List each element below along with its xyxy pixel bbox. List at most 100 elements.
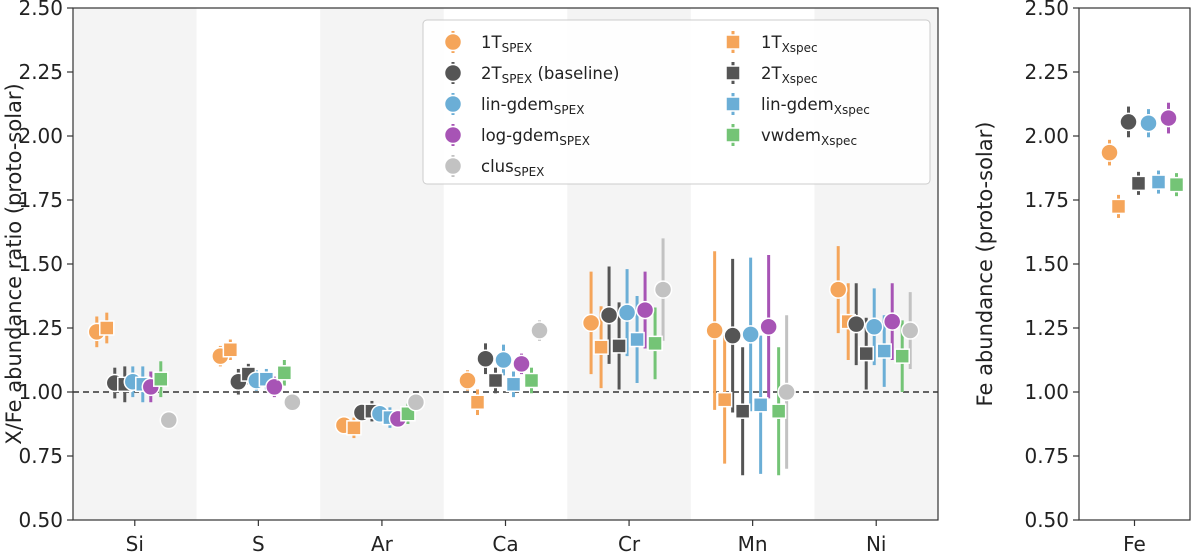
legend-label-subscript: Xspec [834, 103, 870, 117]
legend-marker [725, 34, 741, 50]
data-point [864, 317, 884, 336]
data-point [647, 335, 663, 352]
y-tick-label: 1.25 [1024, 316, 1069, 340]
y-tick-label: 1.25 [18, 316, 63, 340]
legend-label: clusSPEX [481, 157, 544, 179]
legend-label-name: 2T [761, 64, 782, 83]
data-point [777, 382, 796, 402]
data-point [894, 348, 910, 364]
x-tick-label: Ca [492, 532, 518, 553]
legend-label: vwdemXspec [761, 126, 857, 148]
x-tick-label: Ar [371, 532, 394, 553]
y-axis-label: X/Fe abundance ratio (proto-solar) [2, 83, 26, 444]
legend-marker [443, 94, 463, 114]
y-tick-label: 0.75 [18, 444, 63, 468]
legend-label-name: lin-gdem [481, 95, 554, 114]
data-point [734, 403, 751, 419]
data-point [716, 391, 733, 408]
data-point [858, 345, 874, 362]
data-point [1110, 198, 1127, 215]
data-point [222, 342, 239, 358]
data-point [723, 326, 742, 345]
data-point [876, 343, 892, 359]
y-tick-label: 0.50 [18, 508, 63, 532]
x-tick-label: Fe [1123, 532, 1146, 553]
legend-label-subscript: SPEX [554, 103, 585, 117]
legend-label: 1TXspec [761, 33, 818, 55]
shade-band-si [73, 8, 197, 520]
x-tick-label: Ni [866, 532, 887, 553]
legend-label-suffix: (baseline) [532, 64, 619, 83]
legend-label: lin-gdemSPEX [481, 95, 584, 117]
legend-label-name: 1T [481, 33, 502, 52]
legend-label-subscript: Xspec [782, 72, 818, 86]
data-point [705, 321, 724, 340]
legend-frame [422, 19, 931, 185]
legend-label-name: 2T [481, 64, 502, 83]
legend-label: 2TXspec [761, 64, 818, 86]
y-tick-label: 1.00 [1024, 380, 1069, 404]
x-tick-label: Si [126, 532, 144, 553]
x-tick-label: Mn [738, 532, 768, 553]
legend-marker [725, 65, 741, 81]
data-point [99, 320, 115, 336]
legend-label-subscript: SPEX [502, 41, 533, 55]
legend-label-subscript: Xspec [821, 134, 857, 148]
data-point [846, 314, 866, 334]
data-point [635, 300, 655, 320]
data-point [741, 325, 760, 344]
data-point [759, 317, 778, 336]
y-tick-label: 1.50 [18, 252, 63, 276]
y-tick-label: 2.25 [1024, 60, 1069, 84]
data-point [581, 313, 601, 333]
legend-label: lin-gdemXspec [761, 95, 870, 117]
x-tick-label: S [252, 532, 265, 553]
y-tick-label: 0.50 [1024, 508, 1069, 532]
data-point [1150, 174, 1167, 190]
data-point [653, 280, 673, 299]
legend-label-name: lin-gdem [761, 95, 834, 114]
legend-marker [725, 127, 741, 143]
y-tick-label: 2.50 [18, 0, 63, 20]
data-point [487, 372, 504, 389]
data-point [458, 371, 477, 390]
data-point [283, 392, 302, 412]
data-point [530, 321, 549, 340]
legend-label-subscript: SPEX [559, 134, 590, 148]
data-point [1119, 112, 1138, 132]
y-tick-label: 1.50 [1024, 252, 1069, 276]
data-point [153, 371, 169, 387]
legend-label-name: log-gdem [481, 126, 559, 145]
data-point [1168, 176, 1185, 193]
y-tick-label: 1.00 [18, 380, 63, 404]
data-point [276, 365, 293, 381]
data-point [1130, 175, 1147, 192]
legend-label: 2TSPEX (baseline) [481, 64, 619, 86]
data-point [882, 312, 902, 331]
legend-marker [725, 96, 741, 112]
legend-marker [443, 63, 463, 83]
data-point [159, 410, 179, 430]
legend-label: 1TSPEX [481, 33, 532, 55]
y-tick-label: 0.75 [1024, 444, 1069, 468]
data-point [770, 403, 787, 419]
plot-frame [1078, 7, 1191, 521]
data-point [346, 420, 362, 436]
legend-label-subscript: Xspec [782, 41, 818, 55]
abundance-ratio-panel: 0.50 0.75 1.00 1.25 1.50 1.75 2.00 2.25 2.50 Si S A… [2, 0, 939, 553]
data-point [505, 376, 522, 393]
data-point [611, 338, 627, 354]
legend-label-subscript: SPEX [502, 72, 533, 86]
data-point [599, 305, 619, 325]
y-tick-label: 2.00 [1024, 124, 1069, 148]
y-tick-label: 2.50 [1024, 0, 1069, 20]
data-point [593, 339, 609, 355]
legend-label-name: vwdem [761, 126, 821, 145]
y-tick-label: 2.00 [18, 124, 63, 148]
legend-label-name: 1T [761, 33, 782, 52]
legend-marker [443, 32, 463, 52]
data-point [828, 280, 848, 299]
y-axis-label: Fe abundance (proto-solar) [973, 122, 997, 407]
